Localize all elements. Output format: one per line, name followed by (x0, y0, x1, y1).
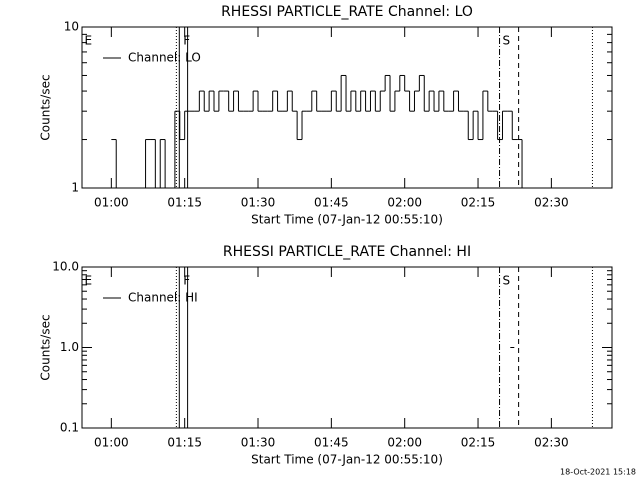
plot-frame (81, 26, 613, 189)
x-tick-label: 02:00 (387, 436, 422, 450)
chart-title: RHESSI PARTICLE_RATE Channel: LO (221, 4, 473, 20)
footer: 18-Oct-2021 15:18 (560, 468, 636, 477)
x-tick-label: 01:30 (241, 436, 276, 450)
x-tick-label: 01:30 (241, 196, 276, 210)
x-tick-label: 02:30 (534, 196, 569, 210)
x-tick-label: 02:15 (461, 196, 496, 210)
y-axis-label: Counts/sec (39, 314, 53, 380)
y-tick-label: 10 (64, 20, 79, 34)
flag-label: E (84, 34, 92, 48)
x-axis-label: Start Time (07-Jan-12 00:55:10) (251, 453, 443, 467)
x-axis-label: Start Time (07-Jan-12 00:55:10) (251, 213, 443, 227)
x-tick-label: 01:00 (94, 436, 129, 450)
legend-label: Channel: LO (128, 51, 201, 65)
x-tick-label: 01:00 (94, 196, 129, 210)
chart-title: RHESSI PARTICLE_RATE Channel: HI (223, 244, 471, 260)
y-tick-label: 1 (71, 181, 79, 195)
y-tick-label: 0.1 (60, 421, 79, 435)
flag-label: S (502, 274, 510, 288)
x-tick-label: 02:30 (534, 436, 569, 450)
legend-label: Channel: HI (128, 291, 198, 305)
y-tick-label: 10.0 (52, 260, 79, 274)
x-tick-label: 01:45 (314, 196, 349, 210)
y-tick-label: 1.0 (60, 340, 79, 354)
flag-label: E (84, 274, 92, 288)
flag-label: S (502, 34, 510, 48)
x-tick-label: 01:45 (314, 436, 349, 450)
x-tick-label: 02:15 (461, 436, 496, 450)
y-axis-label: Counts/sec (39, 74, 53, 140)
flag-label: F (183, 34, 190, 48)
x-tick-label: 01:15 (167, 196, 202, 210)
x-tick-label: 02:00 (387, 196, 422, 210)
x-tick-label: 01:15 (167, 436, 202, 450)
flag-label: F (183, 274, 190, 288)
